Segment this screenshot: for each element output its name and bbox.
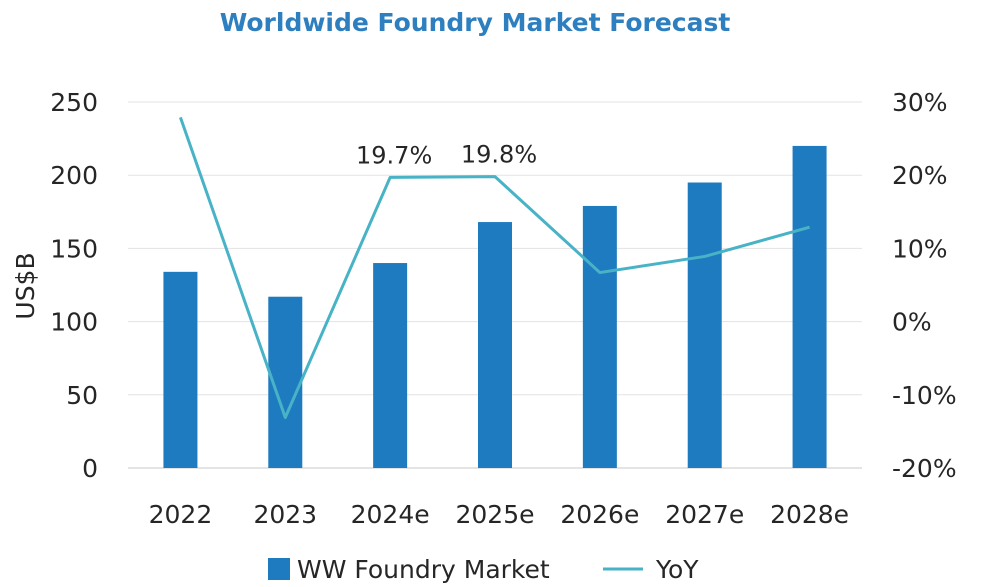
right-tick-label: 0% [892, 308, 932, 337]
bar-2022 [163, 271, 198, 468]
left-axis-ticks: 0 50 100 150 200 250 [50, 88, 98, 483]
right-tick-label: -20% [892, 454, 957, 483]
x-tick-label: 2024e [351, 500, 430, 529]
left-tick-label: 250 [50, 88, 98, 117]
x-tick-label: 2027e [665, 500, 744, 529]
bar-2025e [478, 222, 512, 468]
bar-2028e [792, 145, 827, 469]
data-labels: 19.7% 19.8% [356, 141, 537, 170]
legend-label-bar: WW Foundry Market [297, 555, 550, 584]
x-tick-label: 2022 [149, 500, 213, 529]
yoy-line [179, 116, 810, 419]
right-tick-label: -10% [892, 381, 957, 410]
x-axis-ticks: 2022 2023 2024e 2025e 2026e 2027e 2028e [149, 500, 849, 529]
line-series [179, 116, 810, 419]
right-tick-label: 20% [892, 161, 948, 190]
bar-2024e [373, 263, 408, 468]
bar-series [163, 145, 827, 469]
y-axis-label: US$B [11, 252, 40, 319]
chart-title: Worldwide Foundry Market Forecast [220, 8, 731, 37]
x-tick-label: 2028e [770, 500, 849, 529]
right-axis-ticks: -20% -10% 0% 10% 20% 30% [892, 88, 957, 483]
left-tick-label: 50 [66, 381, 98, 410]
legend-label-line: YoY [655, 555, 699, 584]
left-tick-label: 0 [82, 454, 98, 483]
bar-2027e [687, 182, 722, 468]
left-tick-label: 200 [50, 161, 98, 190]
x-tick-label: 2023 [253, 500, 317, 529]
yoy-data-label: 19.7% [356, 141, 432, 169]
x-tick-label: 2026e [560, 500, 639, 529]
legend-swatch-bar [268, 558, 290, 580]
yoy-data-label: 19.8% [461, 141, 537, 169]
legend: WW Foundry Market YoY [268, 555, 699, 584]
left-tick-label: 150 [50, 234, 98, 263]
right-tick-label: 10% [892, 234, 948, 263]
left-tick-label: 100 [50, 308, 98, 337]
right-tick-label: 30% [892, 88, 948, 117]
x-tick-label: 2025e [455, 500, 534, 529]
bar-2026e [582, 205, 617, 468]
